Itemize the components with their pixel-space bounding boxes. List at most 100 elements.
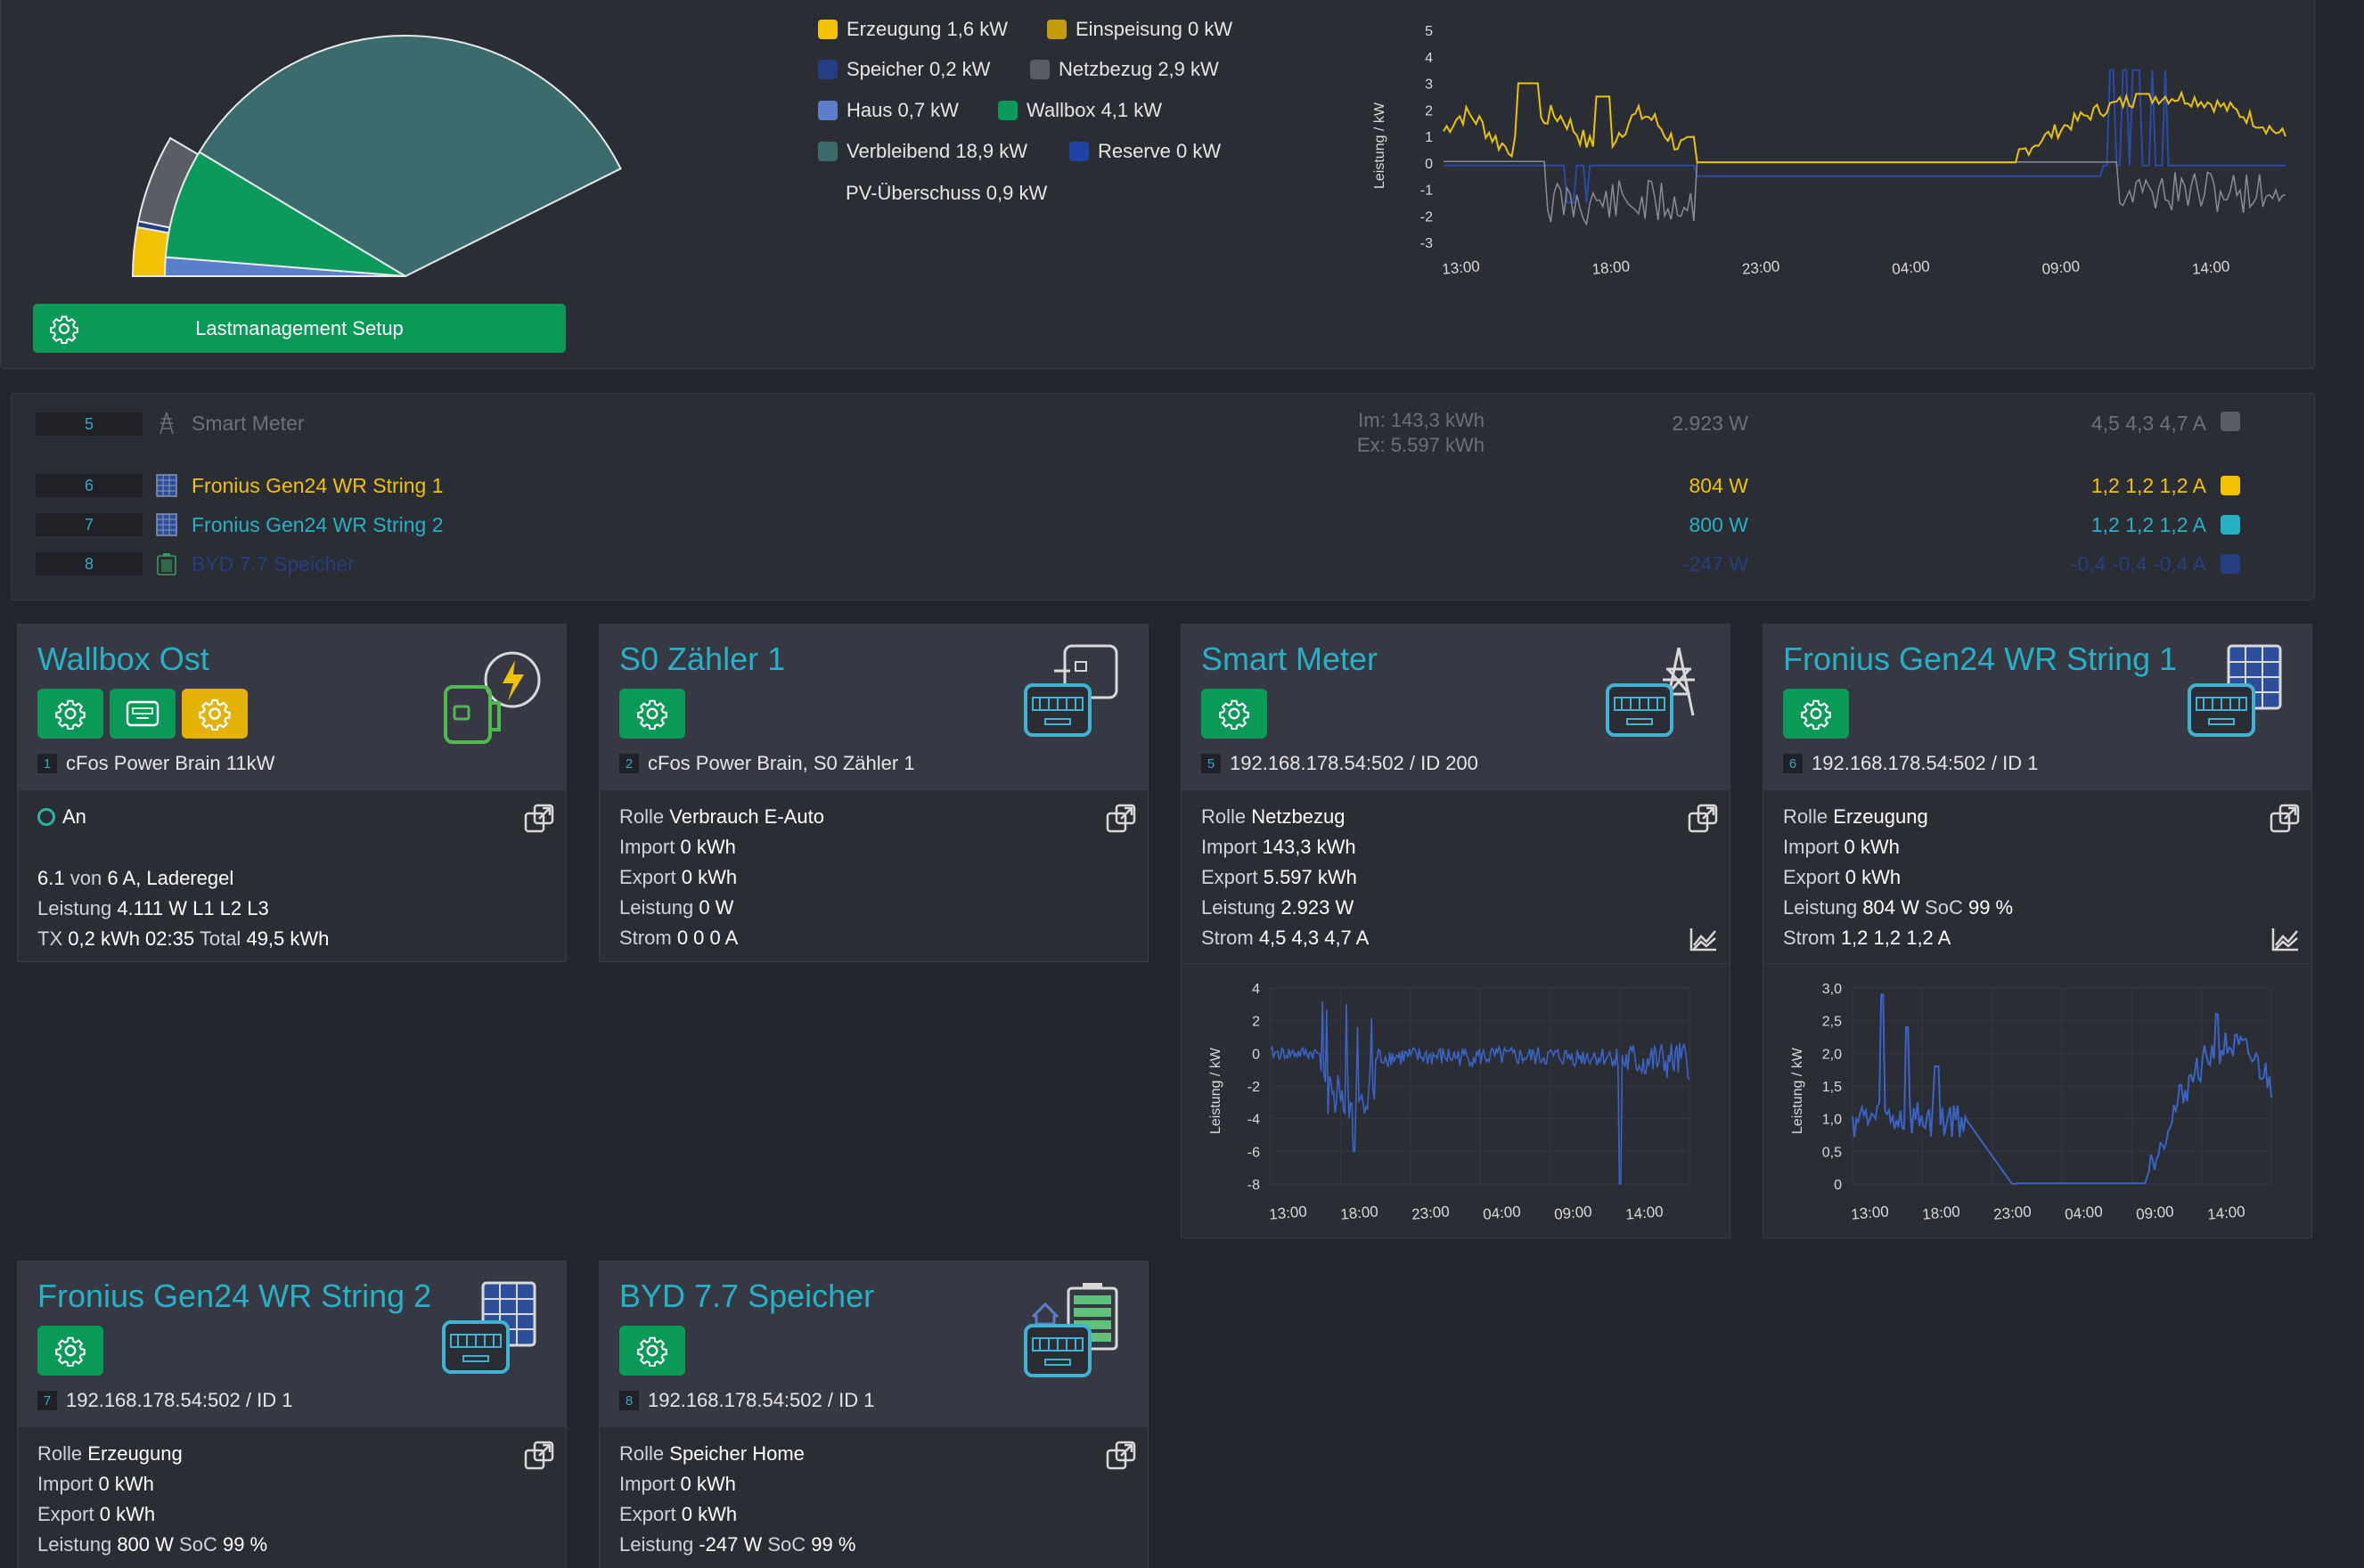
x-tick-label: 04:00 <box>1891 257 1930 278</box>
device-name[interactable]: BYD 7.7 Speicher <box>192 551 355 576</box>
gear-icon <box>50 315 78 344</box>
legend-label: Reserve <box>1098 140 1171 162</box>
settings-button[interactable] <box>1783 689 1849 739</box>
x-tick-label: 18:00 <box>1591 257 1631 278</box>
settings-button[interactable] <box>37 1326 103 1376</box>
device-power: 804 W <box>1689 473 1748 497</box>
device-power: -247 W <box>1681 551 1748 576</box>
open-external-icon[interactable] <box>1105 1440 1137 1472</box>
device-energy: Im: 143,3 kWh Ex: 5.597 kWh <box>1356 409 1485 456</box>
x-tick-label: 04:00 <box>2064 1203 2103 1223</box>
trend-chart-icon[interactable] <box>1689 926 1719 952</box>
import-line: Import 0 kWh <box>37 1473 154 1495</box>
device-color-indicator <box>2221 515 2240 535</box>
role-line: Rolle Erzeugung <box>1783 805 1928 828</box>
power-line: Leistung -247 W SoC 99 % <box>619 1533 856 1556</box>
open-external-icon[interactable] <box>1105 803 1137 835</box>
legend-swatch <box>818 101 838 120</box>
current-line: Strom 0 0 0 A <box>619 927 739 949</box>
y-tick-label: 0 <box>1425 157 1433 172</box>
settings-button[interactable] <box>619 1326 685 1376</box>
setup-button[interactable]: Lastmanagement Setup <box>33 304 566 353</box>
device-energy <box>1319 512 1485 537</box>
open-external-icon[interactable] <box>523 1440 555 1472</box>
legend-label: Haus <box>847 99 893 121</box>
power-line: Leistung 800 W SoC 99 % <box>37 1533 268 1556</box>
open-external-icon[interactable] <box>523 803 555 835</box>
legend-item-wallbox[interactable]: Wallbox 4,1 kW <box>998 99 1162 122</box>
legend-item-haus[interactable]: Haus 0,7 kW <box>818 99 959 122</box>
device-list-panel <box>11 393 2315 600</box>
device-subtitle: 2 cFos Power Brain, S0 Zähler 1 <box>619 752 915 775</box>
legend-value: 0 kW <box>1188 18 1233 40</box>
legend-label: Wallbox <box>1027 99 1096 121</box>
gear-icon <box>1801 699 1831 730</box>
settings-button[interactable] <box>1201 689 1267 739</box>
y-tick-label: 1,0 <box>1822 1113 1842 1128</box>
legend-item-netzbezug[interactable]: Netzbezug 2,9 kW <box>1030 58 1219 81</box>
trend-chart-icon[interactable] <box>2270 926 2301 952</box>
device-number: 6 <box>36 474 143 497</box>
device-row[interactable]: 5 Smart Meter Im: 143,3 kWh Ex: 5.597 kWh… <box>36 408 2281 461</box>
legend-item-reserve[interactable]: Reserve 0 kW <box>1069 140 1221 163</box>
storage-series <box>1444 69 2286 204</box>
status-ring-icon <box>37 808 55 826</box>
legend-value: 4,1 kW <box>1100 99 1163 121</box>
import-line: Import 143,3 kWh <box>1201 836 1356 858</box>
legend-label: Speicher <box>847 58 924 80</box>
main-power-chart: 5 4 3 2 1 0 -1 -2 -3 13:00 18:00 23:00 04:00 09:00 14:… <box>1420 24 2286 278</box>
y-tick-label: 4 <box>1425 51 1433 66</box>
gear-icon <box>637 699 667 730</box>
legend-value: 0 kW <box>1176 140 1222 162</box>
legend-item-erzeugung[interactable]: Erzeugung 1,6 kW <box>818 18 1008 41</box>
y-tick-label: 2,5 <box>1822 1015 1842 1030</box>
smart-meter-card: Smart Meter 5 192.168.178.54:502 / ID 200… <box>1181 624 1730 1238</box>
device-number-badge: 2 <box>619 754 639 773</box>
open-external-icon[interactable] <box>1687 803 1719 835</box>
x-tick-label: 18:00 <box>1339 1203 1378 1223</box>
meter-button[interactable] <box>110 689 176 739</box>
import-line: Import 0 kWh <box>619 836 736 858</box>
gear-icon <box>55 1336 86 1367</box>
export-line: Export 5.597 kWh <box>1201 866 1357 888</box>
y-tick-label: 3,0 <box>1822 982 1842 997</box>
device-subtitle: 7 192.168.178.54:502 / ID 1 <box>37 1389 292 1412</box>
import-line: Import 0 kWh <box>619 1473 736 1495</box>
device-name[interactable]: Fronius Gen24 WR String 2 <box>192 512 444 536</box>
device-row[interactable]: 7 Fronius Gen24 WR String 2 800 W 1,2 1,… <box>36 509 2281 541</box>
legend-value: 0,2 kW <box>928 58 991 80</box>
device-number-badge: 1 <box>37 754 57 773</box>
gear-icon <box>637 1336 667 1367</box>
charge-settings-button[interactable] <box>182 689 248 739</box>
card-title: Smart Meter <box>1201 641 1378 677</box>
x-tick-label: 23:00 <box>1741 257 1780 278</box>
y-tick-label: 0,5 <box>1822 1145 1842 1160</box>
s0-meter-icon <box>1024 644 1118 737</box>
device-name[interactable]: Fronius Gen24 WR String 1 <box>192 473 444 497</box>
device-subtitle: 5 192.168.178.54:502 / ID 200 <box>1201 752 1478 775</box>
device-number-badge: 6 <box>1783 754 1803 773</box>
grid-series <box>1444 160 2286 226</box>
device-power: 800 W <box>1689 512 1748 536</box>
device-color-indicator <box>2221 412 2240 431</box>
open-external-icon[interactable] <box>2269 803 2301 835</box>
device-row[interactable]: 8 BYD 7.7 Speicher -247 W -0,4 -0,4 -0,4… <box>36 548 2281 580</box>
x-tick-label: 14:00 <box>1624 1203 1664 1223</box>
role-line: Rolle Netzbezug <box>1201 805 1346 828</box>
solar-meter-icon <box>2188 644 2282 737</box>
legend-label: Erzeugung <box>847 18 942 40</box>
device-subtitle: 8 192.168.178.54:502 / ID 1 <box>619 1389 874 1412</box>
settings-button[interactable] <box>37 689 103 739</box>
legend-value: 2,9 kW <box>1157 58 1219 80</box>
device-subtitle: 1 cFos Power Brain 11kW <box>37 752 274 775</box>
gear-icon <box>1219 699 1249 730</box>
legend-item-speicher[interactable]: Speicher 0,2 kW <box>818 58 990 81</box>
device-row[interactable]: 6 Fronius Gen24 WR String 1 804 W 1,2 1,… <box>36 470 2281 502</box>
settings-button[interactable] <box>619 689 685 739</box>
legend-item-verbleibend[interactable]: Verbleibend 18,9 kW <box>818 140 1027 163</box>
legend-item-einspeisung[interactable]: Einspeisung 0 kW <box>1047 18 1232 41</box>
legend-swatch <box>1030 60 1050 79</box>
device-subtitle: 6 192.168.178.54:502 / ID 1 <box>1783 752 2038 775</box>
device-name[interactable]: Smart Meter <box>192 412 305 435</box>
role-line: Rolle Verbrauch E-Auto <box>619 805 824 828</box>
